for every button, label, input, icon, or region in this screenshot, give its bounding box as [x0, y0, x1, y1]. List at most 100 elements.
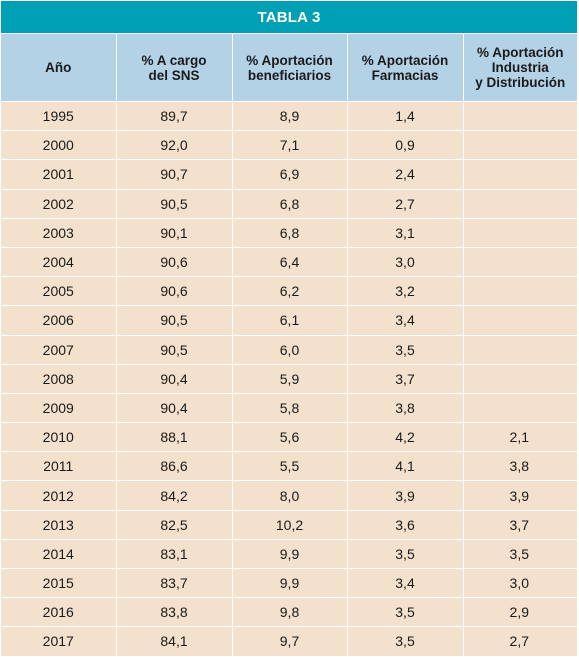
table-row: 2004 90,6 6,4 3,0	[1, 246, 577, 277]
industria-cell: 2,9	[462, 597, 577, 627]
year-cell: 2013	[1, 509, 116, 540]
table-row: 2002 90,5 6,8 2,7	[1, 188, 577, 219]
year-cell: 2006	[1, 305, 116, 335]
table-row: 2006 90,5 6,1 3,4	[1, 305, 577, 335]
table-row: 2008 90,4 5,9 3,7	[1, 363, 577, 394]
year-cell: 2008	[1, 363, 116, 394]
year-cell: 2012	[1, 480, 116, 511]
industria-cell	[462, 159, 577, 190]
sns-cell: 90,6	[115, 246, 232, 277]
table-row: 2000 92,0 7,1 0,9	[1, 130, 577, 160]
table-row: 2007 90,5 6,0 3,5	[1, 334, 577, 365]
industria-cell: 3,0	[462, 567, 577, 598]
industria-cell	[462, 217, 577, 248]
beneficiarios-cell: 6,0	[231, 334, 347, 365]
header-year: Año	[1, 33, 116, 102]
year-cell: 1995	[1, 100, 116, 131]
sns-cell: 90,1	[115, 217, 232, 248]
beneficiarios-cell: 6,8	[231, 217, 347, 248]
sns-cell: 90,7	[115, 159, 232, 190]
industria-cell	[462, 100, 577, 131]
industria-cell	[462, 246, 577, 277]
header-row: Año% A cargo del SNS% Aportación beneficia…	[1, 33, 577, 102]
sns-cell: 90,4	[115, 392, 232, 423]
year-cell: 2015	[1, 567, 116, 598]
table-title: TABLA 3	[1, 1, 577, 33]
beneficiarios-cell: 7,1	[231, 130, 347, 160]
table-row: 2011 86,6 5,5 4,1 3,8	[1, 451, 577, 481]
industria-cell: 3,9	[462, 480, 577, 511]
sns-cell: 90,6	[115, 276, 232, 306]
industria-cell	[462, 305, 577, 335]
sns-cell: 90,5	[115, 305, 232, 335]
table-row: 2012 84,2 8,0 3,9 3,9	[1, 480, 577, 511]
table-row: 2016 83,8 9,8 3,5 2,9	[1, 597, 577, 627]
beneficiarios-cell: 9,9	[231, 567, 347, 598]
sns-cell: 89,7	[115, 100, 232, 131]
table-body: 1995 89,7 8,9 1,4 2000 92,0 7,1 0,9 2001 90,7 6,9 2…	[1, 100, 577, 656]
table-row: 2013 82,5 10,2 3,6 3,7	[1, 509, 577, 540]
farmacias-cell: 0,9	[346, 130, 463, 160]
sns-cell: 84,1	[115, 626, 232, 656]
beneficiarios-cell: 6,9	[231, 159, 347, 190]
year-cell: 2014	[1, 538, 116, 569]
farmacias-cell: 3,5	[346, 538, 463, 569]
industria-cell	[462, 130, 577, 160]
year-cell: 2000	[1, 130, 116, 160]
sns-cell: 83,7	[115, 567, 232, 598]
table-row: 2001 90,7 6,9 2,4	[1, 159, 577, 190]
farmacias-cell: 3,2	[346, 276, 463, 306]
table-row: 2017 84,1 9,7 3,5 2,7	[1, 626, 577, 656]
year-cell: 2001	[1, 159, 116, 190]
industria-cell: 2,7	[462, 626, 577, 656]
farmacias-cell: 4,2	[346, 422, 463, 452]
farmacias-cell: 2,4	[346, 159, 463, 190]
farmacias-cell: 3,9	[346, 480, 463, 511]
year-cell: 2007	[1, 334, 116, 365]
table-row: 2003 90,1 6,8 3,1	[1, 217, 577, 248]
year-cell: 2009	[1, 392, 116, 423]
year-cell: 2016	[1, 597, 116, 627]
beneficiarios-cell: 8,0	[231, 480, 347, 511]
farmacias-cell: 3,5	[346, 626, 463, 656]
table-row: 2014 83,1 9,9 3,5 3,5	[1, 538, 577, 569]
data-table: Año% A cargo del SNS% Aportación beneficia…	[1, 33, 577, 656]
beneficiarios-cell: 6,4	[231, 246, 347, 277]
beneficiarios-cell: 5,6	[231, 422, 347, 452]
beneficiarios-cell: 6,1	[231, 305, 347, 335]
sns-cell: 90,4	[115, 363, 232, 394]
beneficiarios-cell: 6,8	[231, 188, 347, 219]
sns-cell: 83,1	[115, 538, 232, 569]
beneficiarios-cell: 5,8	[231, 392, 347, 423]
beneficiarios-cell: 10,2	[231, 509, 347, 540]
table-row: 2010 88,1 5,6 4,2 2,1	[1, 422, 577, 452]
table-row: 2005 90,6 6,2 3,2	[1, 276, 577, 306]
industria-cell: 3,8	[462, 451, 577, 481]
table-row: 2015 83,7 9,9 3,4 3,0	[1, 567, 577, 598]
year-cell: 2005	[1, 276, 116, 306]
beneficiarios-cell: 6,2	[231, 276, 347, 306]
year-cell: 2003	[1, 217, 116, 248]
year-cell: 2010	[1, 422, 116, 452]
header-industria: % Aportación Industria y Distribución	[462, 33, 577, 102]
header-beneficiarios: % Aportación beneficiarios	[231, 33, 347, 102]
farmacias-cell: 3,0	[346, 246, 463, 277]
beneficiarios-cell: 8,9	[231, 100, 347, 131]
farmacias-cell: 3,7	[346, 363, 463, 394]
sns-cell: 83,8	[115, 597, 232, 627]
industria-cell: 2,1	[462, 422, 577, 452]
table-header: Año% A cargo del SNS% Aportación beneficia…	[1, 33, 577, 102]
industria-cell	[462, 276, 577, 306]
beneficiarios-cell: 5,9	[231, 363, 347, 394]
industria-cell	[462, 188, 577, 219]
sns-cell: 90,5	[115, 334, 232, 365]
beneficiarios-cell: 9,8	[231, 597, 347, 627]
farmacias-cell: 3,8	[346, 392, 463, 423]
industria-cell	[462, 363, 577, 394]
farmacias-cell: 3,1	[346, 217, 463, 248]
year-cell: 2017	[1, 626, 116, 656]
industria-cell: 3,5	[462, 538, 577, 569]
header-farmacias: % Aportación Farmacias	[346, 33, 463, 102]
sns-cell: 84,2	[115, 480, 232, 511]
